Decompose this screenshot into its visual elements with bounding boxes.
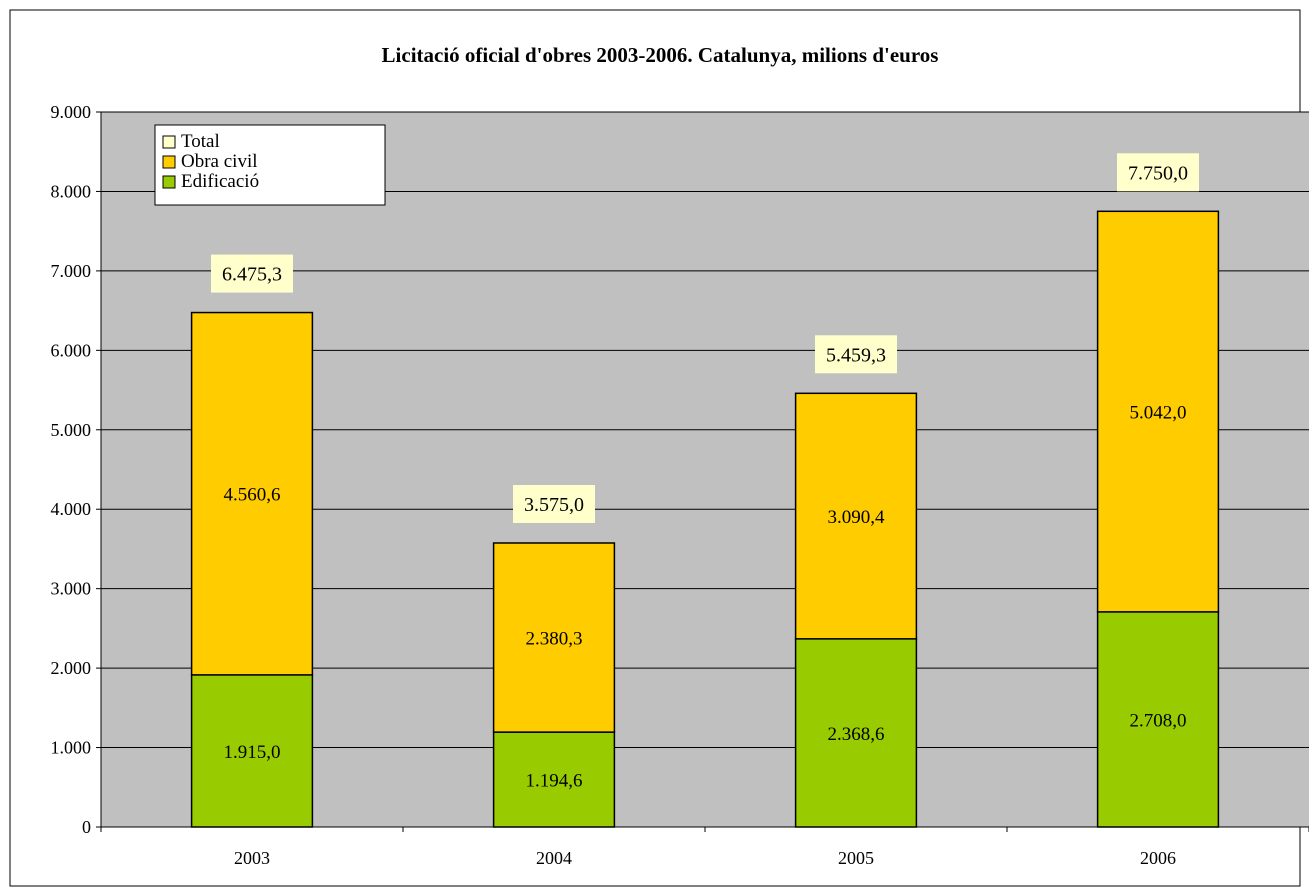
plot-area: 0 1.000 2.000 3.000 4.000 5.000 6.000 7.000 8.00… bbox=[51, 102, 1309, 868]
data-label: 1.194,6 bbox=[526, 771, 583, 792]
bar-obra-civil bbox=[190, 311, 314, 676]
y-tick-label: 5.000 bbox=[51, 420, 92, 440]
data-label: 2.368,6 bbox=[828, 724, 885, 745]
bar-edificaci- bbox=[794, 638, 918, 828]
data-label: 2.380,3 bbox=[526, 629, 583, 650]
legend-label: Edificació bbox=[181, 171, 259, 192]
total-label: 3.575,0 bbox=[524, 494, 584, 516]
bar-edificaci- bbox=[190, 674, 314, 828]
legend-swatch bbox=[162, 175, 176, 189]
chart-title: Licitació oficial d'obres 2003-2006. Cat… bbox=[382, 43, 939, 67]
bar-obra-civil bbox=[794, 392, 918, 640]
bar-obra-civil bbox=[492, 542, 616, 733]
y-tick-label: 1.000 bbox=[51, 738, 92, 758]
total-label: 5.459,3 bbox=[826, 344, 886, 366]
legend-label: Obra civil bbox=[181, 151, 258, 172]
bar-obra-civil bbox=[1096, 210, 1220, 613]
bar-edificaci- bbox=[492, 731, 616, 828]
x-tick-label: 2005 bbox=[838, 848, 874, 868]
y-tick-label: 0 bbox=[82, 817, 91, 837]
y-tick-label: 4.000 bbox=[51, 499, 92, 519]
total-label-box bbox=[1117, 153, 1199, 192]
x-tick-label: 2006 bbox=[1140, 848, 1176, 868]
x-tick-label: 2003 bbox=[234, 848, 270, 868]
legend-swatch bbox=[162, 155, 176, 169]
total-label: 6.475,3 bbox=[222, 264, 282, 286]
x-tick-label: 2004 bbox=[536, 848, 572, 868]
data-label: 1.915,0 bbox=[224, 742, 281, 763]
data-label: 5.042,0 bbox=[1130, 403, 1187, 424]
data-label: 2.708,0 bbox=[1130, 710, 1187, 731]
data-label: 3.090,4 bbox=[828, 507, 886, 528]
total-label-box bbox=[211, 254, 293, 293]
y-tick-label: 7.000 bbox=[51, 261, 92, 281]
y-tick-label: 3.000 bbox=[51, 579, 92, 599]
legend-swatch bbox=[162, 135, 176, 149]
legend-label: Total bbox=[181, 131, 220, 152]
y-tick-label: 2.000 bbox=[51, 658, 92, 678]
y-tick-label: 6.000 bbox=[51, 340, 92, 360]
y-tick-label: 9.000 bbox=[51, 102, 92, 122]
legend-box bbox=[154, 124, 386, 206]
data-label: 4.560,6 bbox=[224, 485, 281, 506]
total-label-box bbox=[815, 335, 897, 374]
total-label: 7.750,0 bbox=[1128, 162, 1188, 184]
total-label-box bbox=[513, 484, 595, 523]
y-tick-label: 8.000 bbox=[51, 181, 92, 201]
